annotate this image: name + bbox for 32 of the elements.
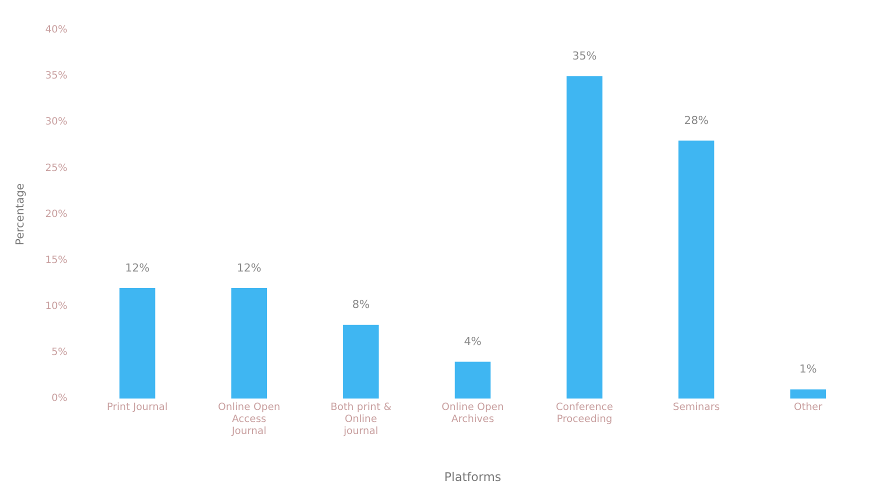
y-tick-label: 0%: [52, 393, 68, 404]
data-label: 28%: [684, 114, 709, 127]
x-tick-label: Seminars: [672, 402, 720, 414]
y-tick-label: 15%: [45, 254, 68, 266]
y-tick-label: 10%: [45, 301, 68, 312]
y-tick-label: 25%: [45, 162, 68, 174]
x-axis-title: Platforms: [444, 470, 502, 484]
data-label: 1%: [799, 362, 817, 376]
data-label: 4%: [464, 335, 482, 348]
bar: [343, 324, 379, 399]
bar: [678, 140, 714, 399]
x-tick-label: Online Open Archives: [442, 402, 504, 426]
x-tick-label: Other: [794, 402, 824, 414]
y-tick-label: 20%: [45, 208, 68, 220]
x-tick-label: Both print & Online journal: [330, 402, 392, 438]
data-label: 8%: [352, 298, 370, 312]
bar: [119, 288, 156, 399]
y-axis-title: Percentage: [13, 183, 26, 246]
bar: [790, 389, 826, 399]
bar: [566, 76, 602, 399]
y-tick-label: 40%: [45, 24, 68, 36]
data-label: 12%: [236, 261, 262, 274]
y-tick-label: 30%: [45, 116, 68, 128]
y-tick-label: 35%: [45, 70, 68, 82]
x-tick-label: Print Journal: [106, 402, 168, 414]
x-tick-label: Conference Proceeding: [556, 402, 614, 426]
bar: [454, 362, 491, 399]
bar: [231, 288, 268, 399]
y-tick-label: 5%: [52, 347, 68, 358]
data-label: 35%: [572, 49, 597, 62]
x-tick-label: Online Open Access Journal: [218, 402, 280, 438]
data-label: 12%: [125, 261, 150, 274]
